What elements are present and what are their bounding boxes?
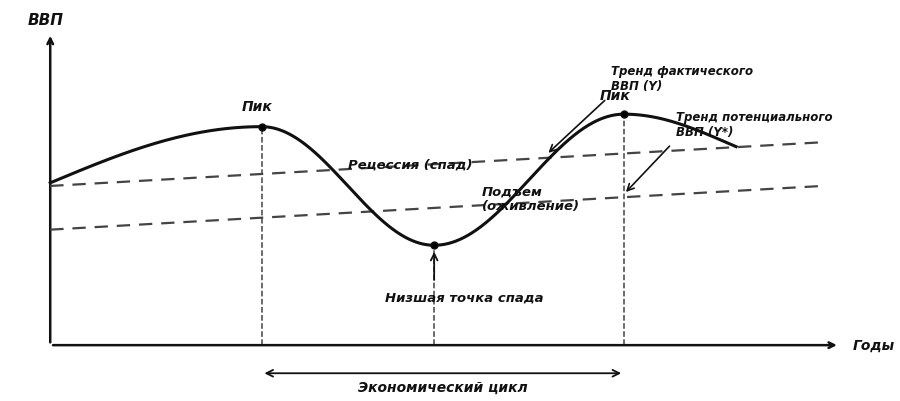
Text: Пик: Пик <box>600 89 631 102</box>
Text: Экономический цикл: Экономический цикл <box>358 379 527 393</box>
Text: Тренд потенциального
ВВП (Y*): Тренд потенциального ВВП (Y*) <box>676 111 832 138</box>
Text: Подъем
(оживление): Подъем (оживление) <box>482 185 580 213</box>
Text: ВВП: ВВП <box>28 13 64 28</box>
Text: Тренд фактического
ВВП (Y): Тренд фактического ВВП (Y) <box>611 65 753 93</box>
Text: Рецессия (спад): Рецессия (спад) <box>348 158 472 171</box>
Text: Пик: Пик <box>242 100 273 113</box>
Text: Низшая точка спада: Низшая точка спада <box>385 290 544 304</box>
Text: Годы: Годы <box>852 338 895 352</box>
